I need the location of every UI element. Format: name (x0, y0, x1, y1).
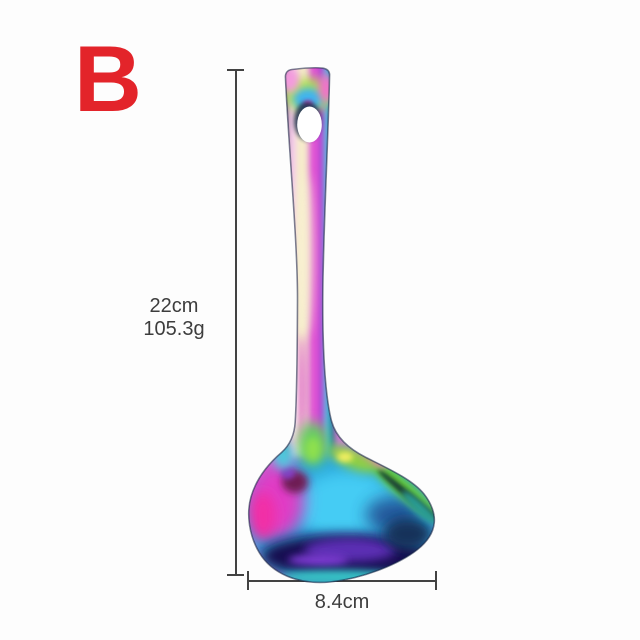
width-label: 8.4cm (314, 591, 370, 613)
vertical-dimension-top-cap (227, 69, 244, 71)
length-value: 22cm (149, 295, 199, 317)
length-weight-label: 22cm 105.3g (118, 295, 230, 341)
variant-label: B (74, 26, 142, 131)
vertical-dimension-line (235, 70, 237, 576)
vertical-dimension-bottom-cap (227, 574, 244, 576)
spoon-outline (248, 67, 436, 584)
horizontal-dimension-right-cap (435, 571, 437, 590)
weight-value: 105.3g (143, 318, 205, 340)
horizontal-dimension-left-cap (247, 571, 249, 590)
